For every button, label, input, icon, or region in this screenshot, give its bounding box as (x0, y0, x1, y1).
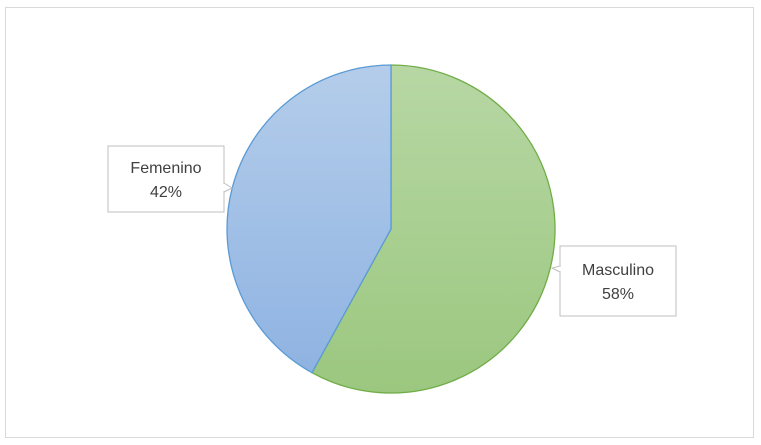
callout-box (107, 145, 225, 213)
callout-pointer (223, 182, 234, 193)
callout-femenino: Femenino 42% (107, 145, 234, 213)
callout-masculino: Masculino 58% (550, 245, 677, 317)
pie-slices (226, 64, 556, 394)
callout-category-label: Masculino (582, 262, 654, 279)
callout-pointer (550, 265, 561, 273)
callout-box (559, 245, 677, 317)
callout-percent-label: 58% (602, 286, 634, 303)
pie-slice-masculino (311, 64, 556, 394)
data-label-callouts: Masculino 58% Femenino 42% (107, 145, 677, 317)
callout-category-label: Femenino (130, 160, 201, 177)
callout-percent-label: 42% (150, 184, 182, 201)
